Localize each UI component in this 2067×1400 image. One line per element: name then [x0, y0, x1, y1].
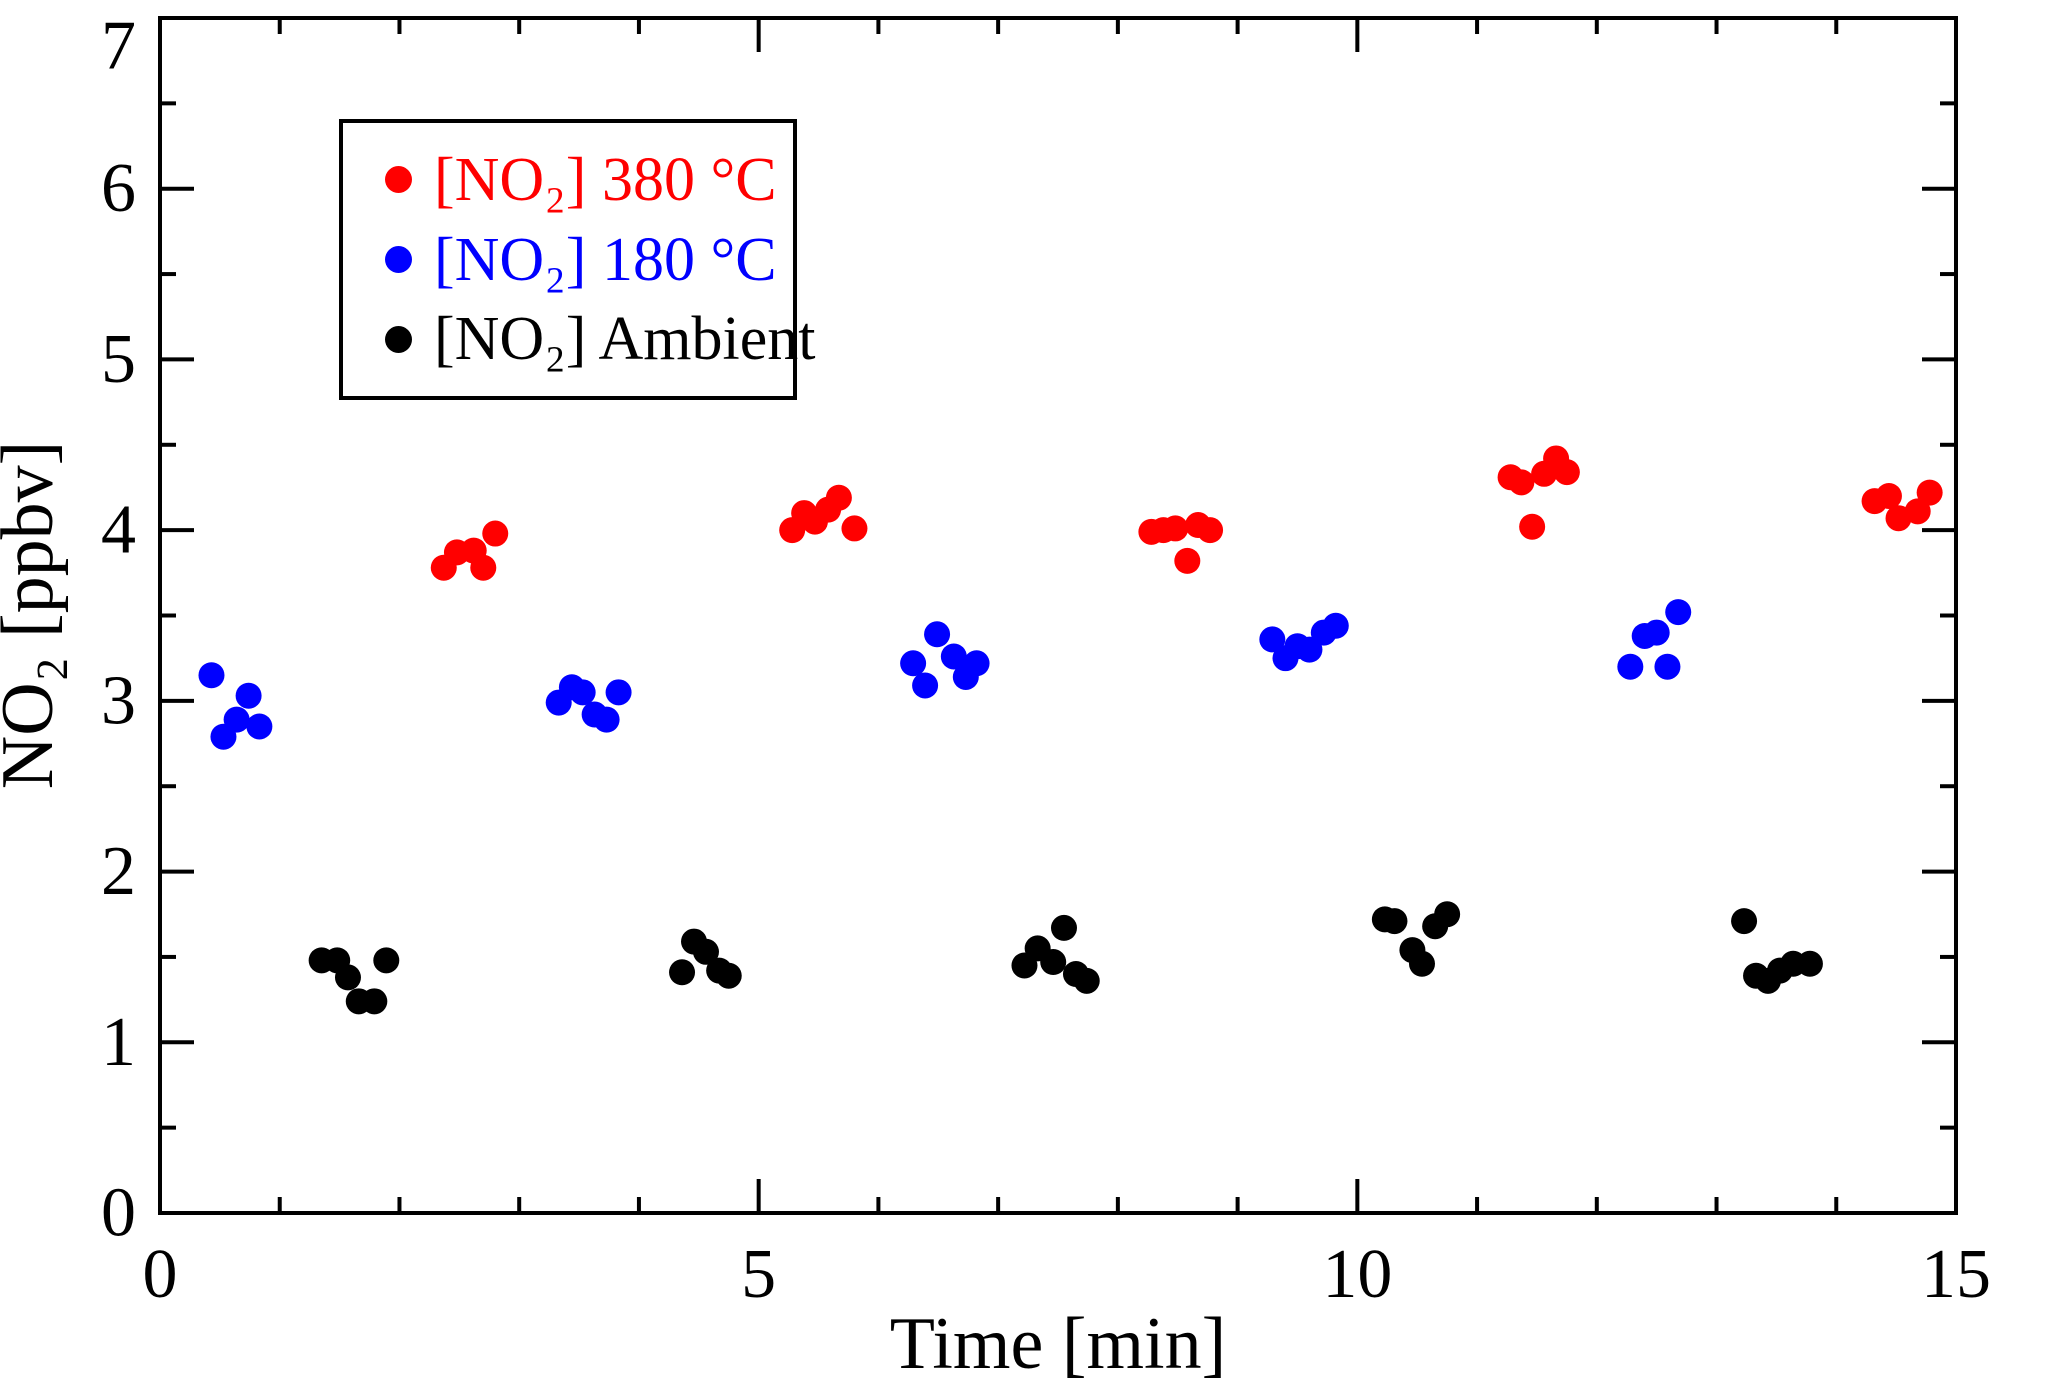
data-point-series-0	[1174, 547, 1201, 574]
data-point-series-2	[692, 938, 719, 965]
y-tick-label: 7	[101, 8, 136, 85]
legend-item-1: [NO₂] 180 °C	[385, 229, 793, 291]
data-point-series-2	[1040, 949, 1067, 976]
data-point-series-0	[1508, 469, 1535, 496]
y-tick-label: 4	[101, 492, 136, 569]
x-tick-label: 0	[143, 1236, 178, 1313]
data-point-series-2	[715, 962, 742, 989]
data-point-series-1	[1654, 653, 1681, 680]
data-point-series-0	[1197, 517, 1224, 544]
legend-label: [NO₂] Ambient	[434, 305, 816, 374]
data-point-series-1	[246, 713, 273, 740]
data-point-series-2	[1050, 914, 1077, 941]
y-tick-label: 1	[101, 1004, 136, 1081]
data-point-series-0	[1519, 513, 1546, 540]
data-point-series-0	[841, 515, 868, 542]
data-point-series-1	[1643, 619, 1670, 646]
y-tick-label: 0	[101, 1175, 136, 1252]
x-axis-title: Time [min]	[890, 1303, 1226, 1385]
data-point-series-1	[912, 672, 939, 699]
x-tick-label: 5	[741, 1236, 776, 1313]
data-point-series-1	[569, 679, 596, 706]
data-point-series-1	[1259, 626, 1286, 653]
legend-item-0: [NO₂] 380 °C	[385, 149, 793, 211]
data-point-series-1	[235, 682, 262, 709]
data-point-series-0	[470, 554, 497, 581]
y-tick-label: 2	[101, 833, 136, 910]
plot-border	[158, 16, 1958, 1215]
data-point-series-0	[1875, 483, 1902, 509]
data-point-series-1	[940, 643, 967, 670]
x-tick-label: 15	[1921, 1236, 1991, 1313]
data-point-series-1	[1296, 636, 1323, 663]
data-point-series-2	[1408, 950, 1435, 977]
legend-marker-icon	[385, 246, 412, 273]
legend-marker-icon	[385, 325, 412, 353]
data-point-series-2	[1731, 908, 1758, 935]
legend: [NO₂] 380 °C [NO₂] 180 °C [NO₂] Ambient	[339, 119, 816, 400]
data-point-series-1	[963, 650, 990, 677]
data-point-series-0	[825, 484, 852, 511]
data-point-series-1	[1617, 653, 1644, 680]
data-point-series-1	[593, 706, 620, 733]
data-point-series-0	[1162, 515, 1189, 542]
data-point-series-1	[198, 662, 225, 689]
data-point-series-1	[605, 679, 632, 706]
data-point-series-2	[1434, 901, 1461, 928]
data-point-series-2	[1381, 908, 1408, 935]
x-tick-label: 10	[1322, 1236, 1392, 1313]
data-point-series-2	[1796, 950, 1823, 977]
data-point-series-2	[334, 964, 361, 991]
data-point-series-0	[1904, 498, 1931, 525]
data-point-series-2	[669, 959, 696, 986]
data-points	[198, 445, 1943, 1015]
data-point-series-0	[1916, 479, 1943, 506]
data-point-series-1	[924, 621, 951, 648]
data-point-series-2	[1073, 967, 1100, 994]
y-axis-title: NO₂ [ppbv]	[0, 441, 69, 789]
data-point-series-1	[1665, 599, 1692, 626]
y-tick-label: 3	[101, 662, 136, 739]
data-point-series-1	[223, 706, 250, 733]
data-point-series-2	[361, 988, 388, 1015]
legend-label: [NO₂] 380 °C	[434, 145, 777, 214]
data-point-series-2	[373, 947, 400, 974]
data-point-series-0	[1553, 459, 1580, 486]
data-point-series-1	[1322, 612, 1349, 639]
data-point-series-0	[482, 520, 509, 547]
legend-label: [NO₂] 180 °C	[434, 225, 777, 294]
legend-marker-icon	[385, 166, 412, 194]
y-tick-label: 6	[101, 150, 136, 227]
legend-item-2: [NO₂] Ambient	[385, 308, 816, 370]
axis-tick-labels: 0 5 10 15 0 1 2 3 4 5 6 7	[101, 8, 1991, 1314]
y-tick-label: 5	[101, 321, 136, 398]
data-point-series-1	[900, 650, 927, 677]
